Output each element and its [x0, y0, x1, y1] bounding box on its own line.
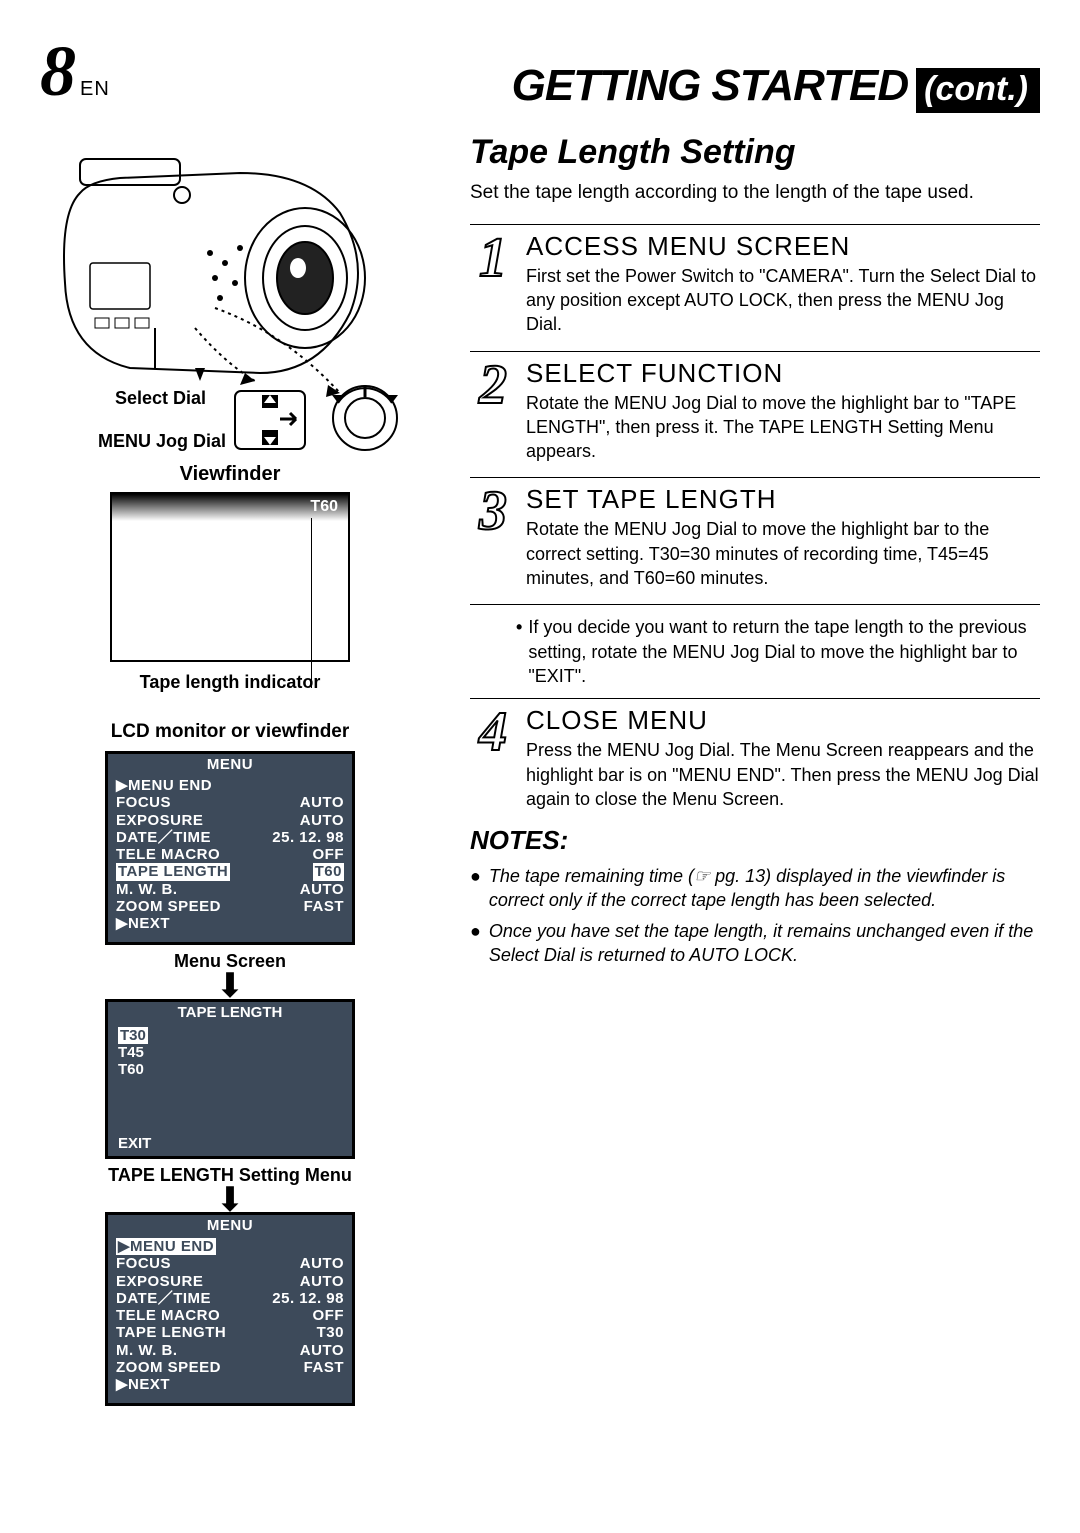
page-lang: EN — [80, 78, 110, 101]
step-block: 1 ACCESS MENU SCREENFirst set the Power S… — [470, 224, 1040, 337]
step-body: Rotate the MENU Jog Dial to move the hig… — [526, 391, 1040, 464]
step-title: ACCESS MENU SCREEN — [526, 231, 1040, 262]
viewfinder-heading: Viewfinder — [40, 463, 420, 486]
menu-item: ZOOM SPEEDFAST — [116, 1359, 344, 1376]
tape-length-title: TAPE LENGTH — [108, 1002, 352, 1023]
menu-item: DATE／TIME25. 12. 98 — [116, 829, 344, 846]
tape-length-menu: TAPE LENGTH T30T45T60 EXIT — [105, 999, 355, 1159]
bullet-icon: ● — [470, 864, 481, 913]
step-number: 3 — [470, 484, 516, 590]
page-number: 8 EN — [40, 30, 110, 113]
menu-item: M. W. B.AUTO — [116, 881, 344, 898]
menu-item: M. W. B.AUTO — [116, 1342, 344, 1359]
bullet-icon: ● — [470, 919, 481, 968]
lcd-heading: LCD monitor or viewfinder — [40, 721, 420, 743]
tape-length-option: T30 — [118, 1027, 342, 1044]
page-header: 8 EN GETTING STARTED (cont.) — [40, 30, 1040, 113]
header-title-main: GETTING STARTED — [512, 61, 909, 111]
menu-screen: MENU ▶MENU ENDFOCUSAUTOEXPOSUREAUTODATE／… — [105, 751, 355, 945]
step-title: SELECT FUNCTION — [526, 358, 1040, 389]
left-column: Select Dial MENU Jog Dial Viewfinder T60… — [40, 133, 420, 1406]
menu-item: EXPOSUREAUTO — [116, 1273, 344, 1290]
tape-length-option: T60 — [118, 1061, 342, 1078]
menu-item: ▶NEXT — [116, 915, 344, 932]
bullet-note: • If you decide you want to return the t… — [470, 615, 1040, 688]
menu-item: TAPE LENGTHT60 — [116, 863, 344, 880]
menu-title: MENU — [108, 754, 352, 775]
step-number: 1 — [470, 231, 516, 337]
step-block: 3 SET TAPE LENGTHRotate the MENU Jog Dial… — [470, 477, 1040, 590]
bullet-icon: • — [516, 615, 522, 688]
menu-item: ZOOM SPEEDFAST — [116, 898, 344, 915]
menu-screen-after: MENU ▶MENU ENDFOCUSAUTOEXPOSUREAUTODATE／… — [105, 1212, 355, 1406]
camera-diagram: Select Dial MENU Jog Dial — [40, 133, 400, 453]
tape-length-exit: EXIT — [118, 1135, 151, 1152]
note-item: ●Once you have set the tape length, it r… — [470, 919, 1040, 968]
step-title: SET TAPE LENGTH — [526, 484, 1040, 515]
step-body: Press the MENU Jog Dial. The Menu Screen… — [526, 738, 1040, 811]
menu-item: TAPE LENGTHT30 — [116, 1324, 344, 1341]
step-number: 4 — [470, 705, 516, 811]
step-block: 4 CLOSE MENU Press the MENU Jog Dial. Th… — [470, 698, 1040, 811]
right-column: Tape Length Setting Set the tape length … — [470, 133, 1040, 1406]
select-dial-label: Select Dial — [115, 388, 206, 409]
section-title: Tape Length Setting — [470, 133, 1040, 172]
tape-length-option: T45 — [118, 1044, 342, 1061]
tape-length-indicator-label: Tape length indicator — [40, 672, 420, 693]
down-arrow-icon: ⬇ — [40, 1190, 420, 1210]
menu-item: ▶NEXT — [116, 1376, 344, 1393]
menu-title: MENU — [108, 1215, 352, 1236]
menu-item: ▶MENU END — [116, 777, 344, 794]
menu-item: ▶MENU END — [116, 1238, 344, 1255]
header-title-cont: (cont.) — [916, 68, 1040, 113]
menu-item: DATE／TIME25. 12. 98 — [116, 1290, 344, 1307]
note-item: ●The tape remaining time (☞ pg. 13) disp… — [470, 864, 1040, 913]
step-body: Rotate the MENU Jog Dial to move the hig… — [526, 517, 1040, 590]
viewfinder-box: T60 — [110, 492, 350, 662]
menu-item: EXPOSUREAUTO — [116, 812, 344, 829]
notes-title: NOTES: — [470, 825, 1040, 856]
down-arrow-icon: ⬇ — [40, 976, 420, 996]
note-text: Once you have set the tape length, it re… — [489, 919, 1040, 968]
menu-item: TELE MACROOFF — [116, 846, 344, 863]
menu-item: TELE MACROOFF — [116, 1307, 344, 1324]
step-block: 2 SELECT FUNCTIONRotate the MENU Jog Dial… — [470, 351, 1040, 464]
header-title: GETTING STARTED (cont.) — [512, 61, 1040, 113]
intro-text: Set the tape length according to the len… — [470, 180, 1040, 206]
menu-item: FOCUSAUTO — [116, 794, 344, 811]
step-title: CLOSE MENU — [526, 705, 1040, 736]
menu-item: FOCUSAUTO — [116, 1255, 344, 1272]
note-text: The tape remaining time (☞ pg. 13) displ… — [489, 864, 1040, 913]
bullet-text: If you decide you want to return the tap… — [528, 615, 1040, 688]
menu-jog-dial-label: MENU Jog Dial — [98, 431, 226, 452]
step-body: First set the Power Switch to "CAMERA". … — [526, 264, 1040, 337]
page-number-digit: 8 — [40, 30, 76, 113]
step-number: 2 — [470, 358, 516, 464]
viewfinder-indicator: T60 — [310, 498, 338, 516]
